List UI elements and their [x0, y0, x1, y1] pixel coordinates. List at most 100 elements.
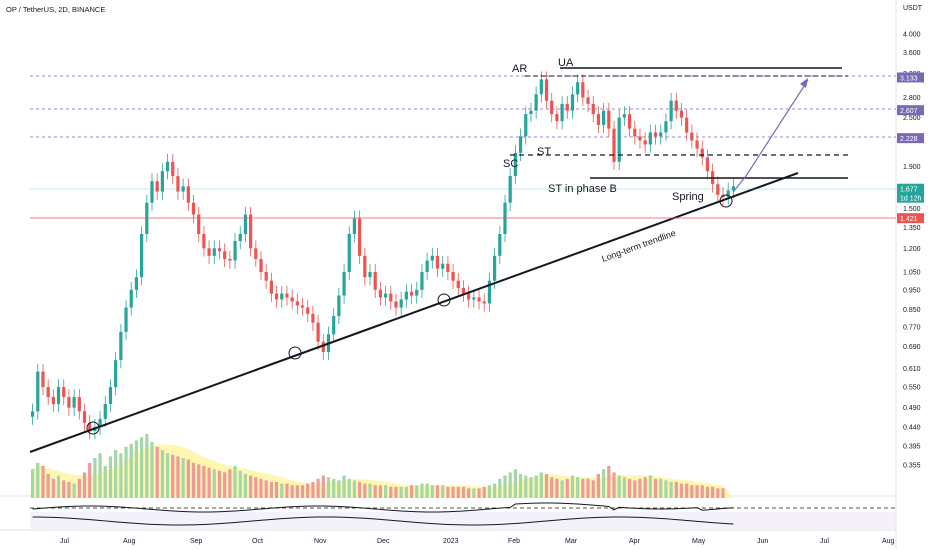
- candle-body: [233, 240, 237, 261]
- oscillator-line: [32, 502, 734, 513]
- volume-bar: [430, 485, 434, 498]
- volume-bar: [493, 483, 497, 498]
- candle-body: [41, 371, 45, 388]
- candle-body: [581, 82, 585, 98]
- volume-bar: [716, 488, 720, 498]
- volume-bar: [295, 485, 299, 498]
- volume-bar: [409, 485, 414, 498]
- volume-bar: [134, 440, 139, 498]
- time-tick-label: Dec: [377, 538, 390, 545]
- candle-body: [124, 307, 128, 332]
- volume-bar: [363, 483, 367, 498]
- candle-body: [425, 260, 429, 273]
- volume-bar: [165, 453, 170, 498]
- candle-body: [461, 287, 466, 294]
- volume-bar: [342, 475, 346, 498]
- volume-bar: [30, 469, 35, 498]
- candle-body: [498, 234, 502, 256]
- volume-bar: [534, 475, 538, 498]
- candle-body: [134, 277, 139, 290]
- volume-bar: [622, 477, 626, 498]
- volume-bar: [487, 485, 492, 498]
- price-axis[interactable]: 4.0003.6003.2002.8002.5002.2001.9001.500…: [903, 32, 921, 470]
- candle-body: [72, 397, 76, 408]
- volume-bar: [685, 483, 689, 498]
- candle-body: [140, 234, 144, 278]
- volume-bar: [290, 485, 294, 498]
- candle-body: [508, 176, 512, 203]
- volume-bar: [124, 446, 128, 498]
- volume-bar: [389, 486, 393, 498]
- volume-bar: [482, 486, 486, 498]
- volume-bar: [217, 470, 222, 498]
- projection-arrowhead: [800, 78, 808, 88]
- time-tick-label: Jul: [820, 538, 829, 545]
- candle-body: [217, 248, 222, 252]
- candle-body: [249, 214, 253, 249]
- volume-bar: [238, 470, 242, 498]
- candle-body: [165, 161, 170, 172]
- candle-body: [259, 258, 263, 273]
- volume-bar: [503, 475, 507, 498]
- volume-bar: [119, 453, 123, 498]
- candle-body: [633, 128, 637, 137]
- candle-body: [726, 190, 730, 198]
- candle-body: [399, 299, 403, 308]
- candle-body: [659, 132, 663, 137]
- candle-body: [627, 114, 632, 129]
- candle-body: [77, 397, 81, 412]
- price-label-box: [897, 105, 924, 116]
- candle-body: [560, 103, 564, 122]
- candle-body: [171, 161, 175, 177]
- candle-body: [119, 331, 123, 361]
- spring-circle: [719, 194, 733, 208]
- volume-bar: [306, 483, 310, 498]
- price-tick-label: 1.200: [903, 246, 921, 253]
- volume-bar: [332, 478, 336, 498]
- projection-arrow[interactable]: [732, 79, 809, 193]
- candle-body: [212, 248, 216, 256]
- candle-body: [202, 234, 206, 249]
- candle-body: [264, 272, 268, 281]
- candle-body: [612, 128, 616, 162]
- candle-body: [306, 307, 310, 314]
- price-tick-label: 0.395: [903, 443, 921, 450]
- volume-bar: [544, 474, 549, 498]
- volume-bar: [555, 478, 559, 498]
- candle-body: [347, 234, 351, 273]
- volume-bar: [212, 469, 216, 498]
- volume-bar: [155, 446, 159, 498]
- time-tick-label: Oct: [252, 538, 263, 545]
- volume-pane: [30, 434, 734, 498]
- candle-body: [415, 289, 419, 296]
- volume-bar: [171, 454, 175, 498]
- annotation-st: ST: [537, 146, 551, 158]
- candle-body: [529, 110, 533, 115]
- candle-body: [586, 97, 590, 104]
- candle-body: [456, 280, 460, 288]
- volume-bar: [638, 478, 642, 498]
- time-axis[interactable]: Jul Aug Sep Oct Nov Dec 2023 Feb Mar Apr May Jun Jul…: [60, 538, 895, 545]
- price-tick-label: 2.800: [903, 95, 921, 102]
- volume-bar: [617, 475, 621, 498]
- volume-bar: [140, 437, 144, 498]
- volume-bar: [223, 472, 227, 498]
- volume-bar: [456, 486, 460, 498]
- volume-bar: [67, 482, 71, 498]
- annotation-st-phase-b: ST in phase B: [548, 183, 617, 195]
- annotation-spring: Spring: [672, 191, 704, 203]
- candle-body: [243, 214, 248, 235]
- candle-body: [316, 322, 320, 342]
- long-term-trendline[interactable]: [29, 172, 799, 453]
- price-label-text: 2.228: [900, 136, 918, 143]
- candle-body: [269, 280, 273, 294]
- candle-body: [446, 263, 450, 273]
- candle-body: [472, 297, 476, 300]
- volume-bar: [383, 485, 388, 498]
- candle-body: [638, 136, 642, 141]
- volume-bar: [207, 467, 211, 498]
- volume-bar: [653, 478, 658, 498]
- candle-body: [223, 251, 227, 259]
- volume-bar: [477, 488, 481, 498]
